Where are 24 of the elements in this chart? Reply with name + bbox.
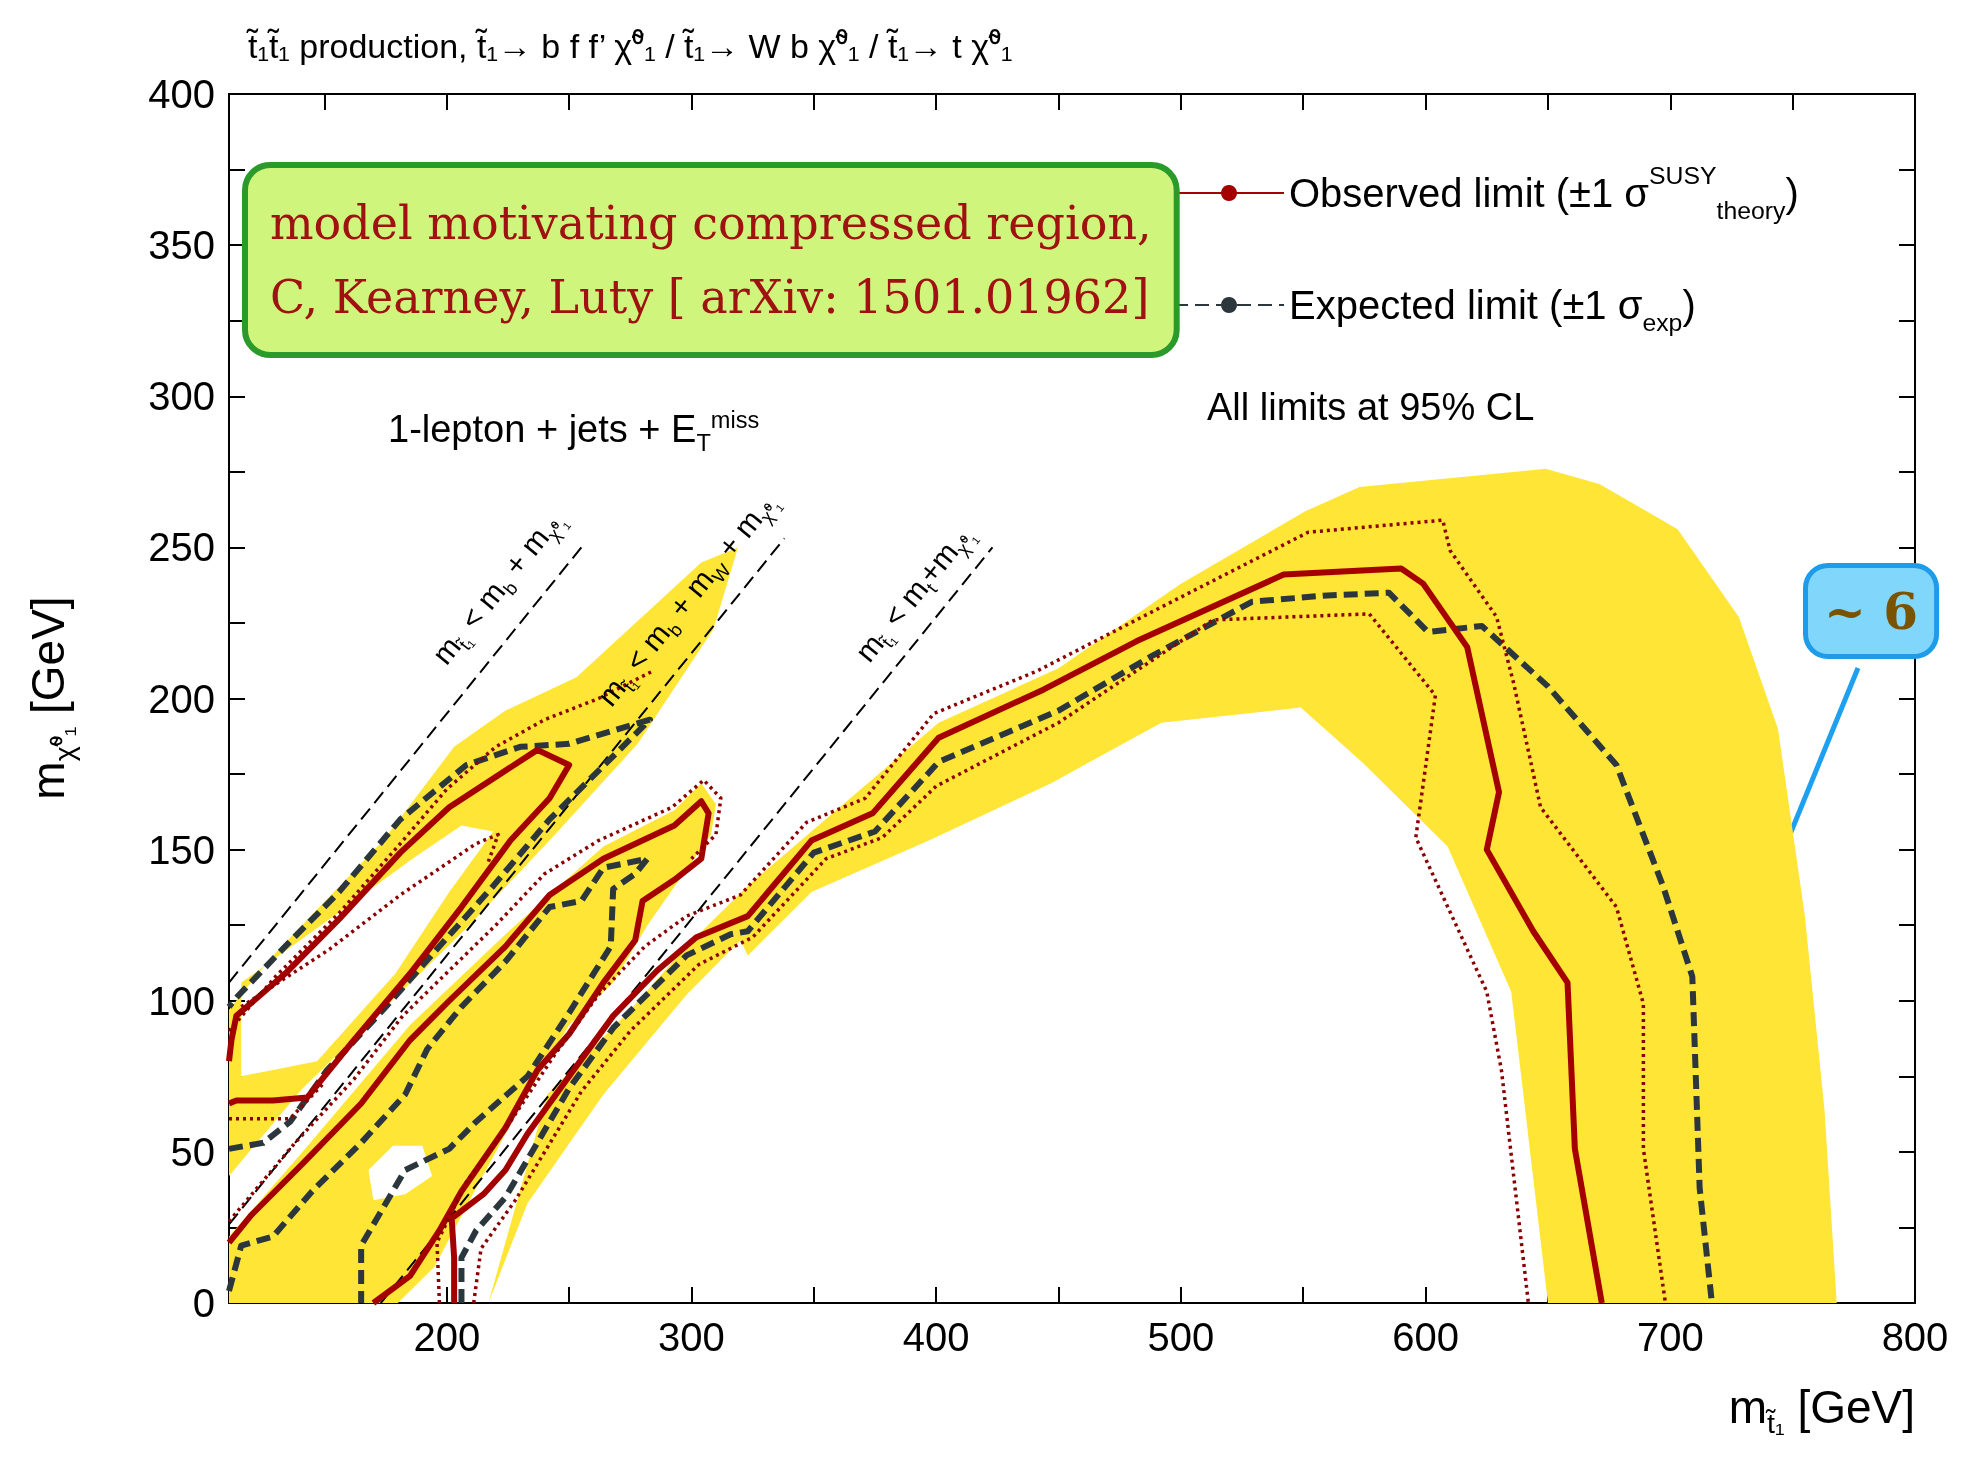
x-tick-label: 700 bbox=[1636, 1315, 1704, 1359]
annotation: All limits at 95% CL bbox=[1207, 386, 1535, 429]
y-tick-label: 150 bbox=[148, 827, 215, 872]
x-tick-label: 200 bbox=[413, 1315, 481, 1359]
x-tick-label: 500 bbox=[1147, 1315, 1215, 1359]
y-tick-label: 400 bbox=[148, 72, 215, 116]
line-series bbox=[227, 669, 655, 1033]
x-tick-label: 300 bbox=[658, 1315, 725, 1359]
y-tick-label: 350 bbox=[148, 223, 215, 268]
x-axis-title: m$_{t̃₁}$ [GeV] bbox=[1728, 1380, 1915, 1440]
y-tick-label: 50 bbox=[170, 1129, 215, 1174]
annotation: model motivating compressed region, C, Kearney, Luty [ arXiv: 1501.01962] bbox=[270, 196, 1152, 324]
x-tick-label: 800 bbox=[1881, 1315, 1949, 1359]
y-tick-label: 300 bbox=[148, 374, 215, 419]
x-tick-label: 600 bbox=[1392, 1315, 1459, 1359]
y-tick-label: 250 bbox=[148, 525, 215, 570]
x-tick-label: 400 bbox=[902, 1315, 970, 1359]
chart-title: t̃₁t̃₁ production, t̃₁→ b f f’ χ̃⁰₁ / t̃₁→ W b χ̃⁰₁ / t̃₁→ t χ̃⁰₁ bbox=[248, 26, 1013, 67]
y-tick-label: 100 bbox=[148, 978, 215, 1023]
y-tick-label: 200 bbox=[148, 676, 215, 721]
line-series bbox=[239, 832, 500, 1009]
line-series bbox=[227, 778, 723, 1224]
y-tick-label: 0 bbox=[192, 1281, 215, 1325]
annotation: ~ 6 bbox=[1824, 581, 1919, 641]
